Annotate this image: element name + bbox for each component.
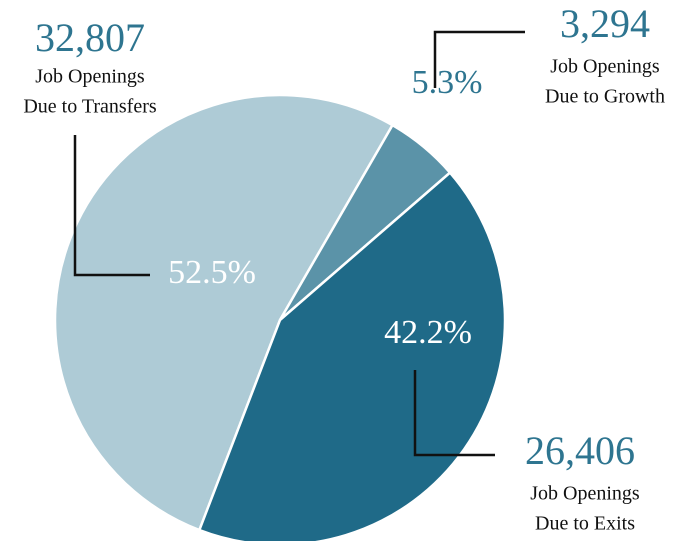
slice-percent-label: 5.3% — [412, 64, 483, 101]
category-label: Job Openings — [550, 56, 660, 78]
pie — [53, 93, 507, 541]
leader-line — [413, 370, 495, 457]
category-label: Due to Transfers — [23, 96, 157, 118]
category-label: Job Openings — [530, 483, 640, 505]
category-label: Due to Exits — [535, 513, 635, 535]
count-label: 32,807 — [35, 15, 145, 60]
category-label: Due to Growth — [545, 86, 665, 108]
leader-line — [73, 135, 150, 277]
leader-line — [433, 30, 525, 88]
slice-percent-label: 52.5% — [168, 254, 256, 291]
count-label: 3,294 — [560, 1, 650, 46]
pie-slice — [53, 93, 395, 532]
slice-percent-label: 42.2% — [384, 314, 472, 351]
count-label: 26,406 — [525, 428, 635, 473]
pie-slice — [197, 170, 507, 541]
category-label: Job Openings — [35, 66, 145, 88]
